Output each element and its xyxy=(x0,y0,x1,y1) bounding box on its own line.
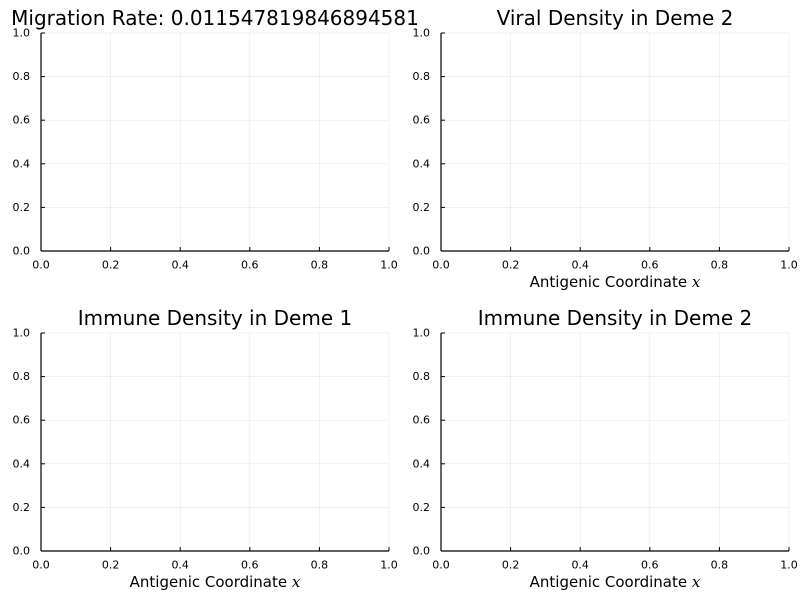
x-tick-label: 0.2 xyxy=(102,259,120,272)
y-tick-label: 1.0 xyxy=(13,27,31,40)
y-tick-label: 0.4 xyxy=(13,157,31,170)
subplot-4: Immune Density in Deme 2 0.0 0.2 0.4 0.6 0.8 1… xyxy=(413,306,798,591)
y-tick-label: 0.0 xyxy=(13,545,31,558)
y-tick-label: 0.2 xyxy=(13,201,31,214)
subplot-title: Immune Density in Deme 1 xyxy=(78,306,352,330)
y-tick-label: 0.4 xyxy=(13,457,31,470)
y-tick-label: 0.2 xyxy=(413,201,431,214)
subplot-title: Immune Density in Deme 2 xyxy=(478,306,752,330)
x-tick-label: 0.8 xyxy=(711,559,729,572)
x-tick-label: 0.2 xyxy=(502,559,520,572)
subplot-2: Viral Density in Deme 2 0.0 0.2 0.4 0.6 0.8 1.… xyxy=(413,6,798,291)
y-tick-label: 0.6 xyxy=(13,114,31,127)
x-tick-label: 0.0 xyxy=(432,559,450,572)
x-tick-label: 1.0 xyxy=(780,559,798,572)
y-tick-label: 0.0 xyxy=(413,245,431,258)
x-tick-label: 0.2 xyxy=(502,259,520,272)
y-tick-label: 0.0 xyxy=(413,545,431,558)
y-tick-label: 0.2 xyxy=(413,501,431,514)
x-tick-label: 0.4 xyxy=(571,559,589,572)
x-tick-label: 0.0 xyxy=(432,259,450,272)
x-axis-label: Antigenic Coordinate x xyxy=(530,273,701,291)
x-tick-label: 0.6 xyxy=(641,559,659,572)
y-tick-label: 0.8 xyxy=(13,70,31,83)
y-tick-label: 0.8 xyxy=(13,370,31,383)
x-tick-label: 0.6 xyxy=(241,259,259,272)
x-tick-label: 0.6 xyxy=(241,559,259,572)
y-tick-label: 0.8 xyxy=(413,370,431,383)
y-tick-label: 0.4 xyxy=(413,157,431,170)
y-tick-label: 1.0 xyxy=(13,327,31,340)
x-axis-label: Antigenic Coordinate x xyxy=(530,573,701,591)
y-tick-label: 0.0 xyxy=(13,245,31,258)
x-tick-label: 0.6 xyxy=(641,259,659,272)
x-tick-label: 1.0 xyxy=(380,559,398,572)
x-tick-label: 0.8 xyxy=(711,259,729,272)
y-tick-label: 0.6 xyxy=(413,114,431,127)
y-tick-label: 0.8 xyxy=(413,70,431,83)
x-tick-label: 0.2 xyxy=(102,559,120,572)
y-tick-label: 1.0 xyxy=(413,327,431,340)
y-tick-label: 0.4 xyxy=(413,457,431,470)
y-tick-label: 0.6 xyxy=(413,414,431,427)
x-tick-label: 0.4 xyxy=(171,259,189,272)
x-tick-label: 0.4 xyxy=(171,559,189,572)
x-tick-label: 1.0 xyxy=(780,259,798,272)
y-tick-label: 0.2 xyxy=(13,501,31,514)
x-tick-label: 0.8 xyxy=(311,559,329,572)
x-tick-label: 0.4 xyxy=(571,259,589,272)
x-tick-label: 0.0 xyxy=(32,259,50,272)
subplot-title: Migration Rate: 0.011547819846894581 xyxy=(11,6,419,30)
x-tick-label: 0.0 xyxy=(32,559,50,572)
y-tick-label: 0.6 xyxy=(13,414,31,427)
subplot-3: Immune Density in Deme 1 0.0 0.2 0.4 0.6 0.8 1… xyxy=(13,306,398,591)
subplot-title: Viral Density in Deme 2 xyxy=(497,6,734,30)
y-tick-label: 1.0 xyxy=(413,27,431,40)
x-tick-label: 0.8 xyxy=(311,259,329,272)
x-axis-label: Antigenic Coordinate x xyxy=(130,573,301,591)
x-tick-label: 1.0 xyxy=(380,259,398,272)
